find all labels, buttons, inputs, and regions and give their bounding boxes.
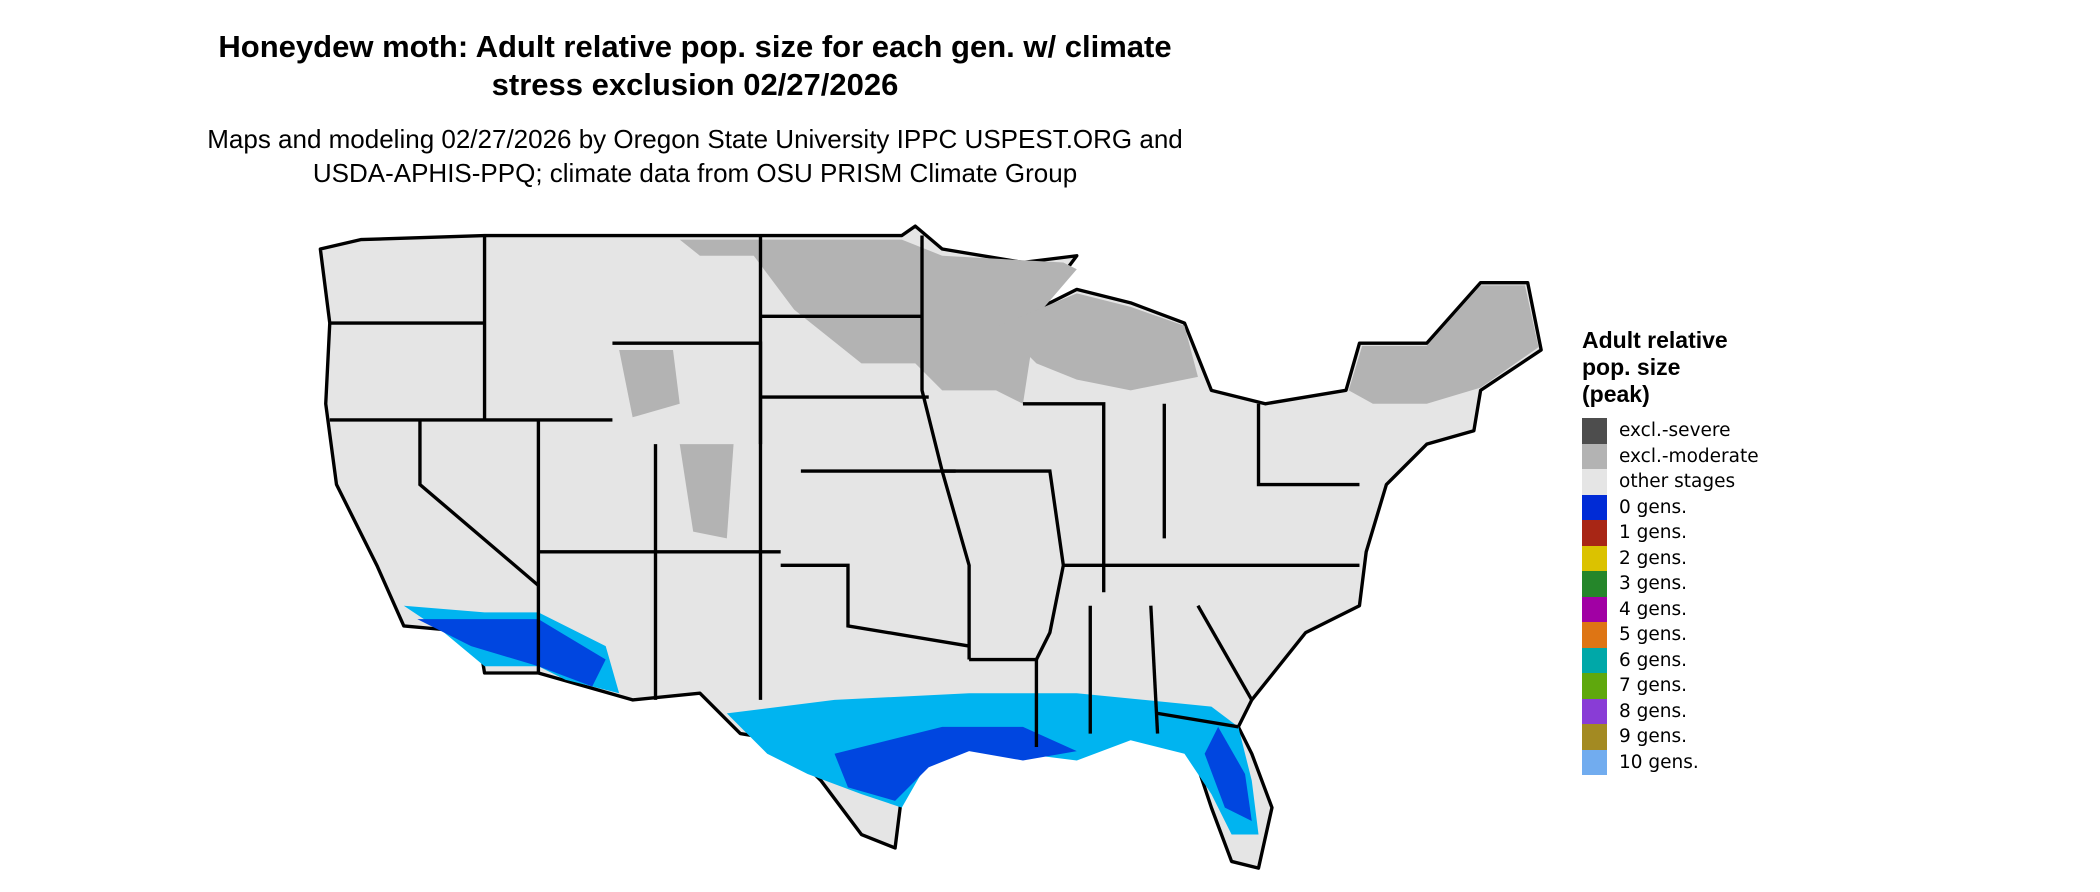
legend-swatch <box>1582 469 1607 495</box>
legend-swatch <box>1582 698 1607 724</box>
legend-item: 8 gens. <box>1582 698 1759 724</box>
map-legend: Adult relative pop. size (peak) excl.-se… <box>1582 327 1759 775</box>
legend-item: 3 gens. <box>1582 571 1759 597</box>
legend-item: 2 gens. <box>1582 545 1759 571</box>
legend-item: 4 gens. <box>1582 596 1759 622</box>
legend-swatch <box>1582 418 1607 444</box>
legend-swatch <box>1582 749 1607 775</box>
map-title-line2: stress exclusion 02/27/2026 <box>491 67 899 102</box>
legend-title-line1: Adult relative <box>1582 327 1728 353</box>
legend-label: 0 gens. <box>1619 496 1688 518</box>
legend-swatch <box>1582 596 1607 622</box>
legend-item: 7 gens. <box>1582 673 1759 699</box>
map-title-line1: Honeydew moth: Adult relative pop. size … <box>218 29 1172 64</box>
legend-swatch <box>1582 545 1607 571</box>
legend-label: 5 gens. <box>1619 624 1688 646</box>
legend-label: 4 gens. <box>1619 598 1688 620</box>
legend-item: 10 gens. <box>1582 749 1759 775</box>
legend-item: excl.-moderate <box>1582 443 1759 469</box>
legend-label: 1 gens. <box>1619 522 1688 544</box>
excl-moderate-areas <box>619 239 1539 539</box>
legend-item: 9 gens. <box>1582 724 1759 750</box>
legend-item: other stages <box>1582 469 1759 495</box>
legend-item: excl.-severe <box>1582 418 1759 444</box>
legend-label: 9 gens. <box>1619 726 1688 748</box>
legend-label: 3 gens. <box>1619 573 1688 595</box>
legend-label: 2 gens. <box>1619 547 1688 569</box>
map-subtitle-line2: USDA-APHIS-PPQ; climate data from OSU PR… <box>312 158 1078 188</box>
legend-label: 6 gens. <box>1619 649 1688 671</box>
state-borders <box>329 235 1360 748</box>
legend-label: 7 gens. <box>1619 675 1688 697</box>
legend-swatch <box>1582 622 1607 648</box>
legend-swatch <box>1582 673 1607 699</box>
legend-swatch <box>1582 647 1607 673</box>
legend-item: 0 gens. <box>1582 494 1759 520</box>
legend-label: 8 gens. <box>1619 700 1688 722</box>
map-subtitle-line1: Maps and modeling 02/27/2026 by Oregon S… <box>207 124 1183 154</box>
legend-title-line2: pop. size <box>1582 354 1681 380</box>
legend-title: Adult relative pop. size (peak) <box>1582 327 1759 408</box>
legend-label: other stages <box>1619 471 1736 493</box>
legend-swatch <box>1582 494 1607 520</box>
legend-swatch <box>1582 724 1607 750</box>
legend-title-line3: (peak) <box>1582 381 1650 407</box>
legend-label: excl.-moderate <box>1619 445 1759 467</box>
legend-swatch <box>1582 571 1607 597</box>
legend-swatch <box>1582 443 1607 469</box>
legend-item: 5 gens. <box>1582 622 1759 648</box>
legend-swatch <box>1582 520 1607 546</box>
legend-item: 1 gens. <box>1582 520 1759 546</box>
legend-item: 6 gens. <box>1582 647 1759 673</box>
legend-label: excl.-severe <box>1619 420 1731 442</box>
legend-label: 10 gens. <box>1619 751 1699 773</box>
zero-gens-areas <box>403 605 1259 835</box>
